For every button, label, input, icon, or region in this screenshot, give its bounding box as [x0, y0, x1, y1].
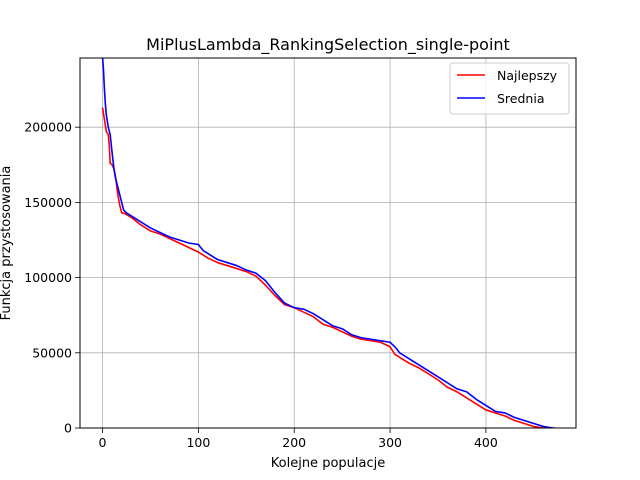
y-axis-label: Funkcja przystosowania: [0, 166, 14, 321]
x-axis-ticks: 0 100 200 300 400: [99, 428, 498, 450]
plot-area: [80, 58, 576, 428]
y-tick-label: 150000: [24, 195, 72, 210]
x-tick-label: 200: [282, 435, 306, 450]
y-tick-label: 200000: [24, 120, 72, 135]
legend-label-najlepszy: Najlepszy: [497, 68, 558, 83]
data-series: [101, 58, 555, 428]
chart-title: MiPlusLambda_RankingSelection_single-poi…: [146, 35, 510, 55]
y-tick-label: 50000: [32, 345, 72, 360]
legend: Najlepszy Srednia: [449, 62, 570, 115]
x-tick-label: 0: [99, 435, 107, 450]
y-axis-ticks: 0 50000 100000 150000 200000: [24, 120, 80, 436]
y-tick-label: 100000: [24, 270, 72, 285]
series-line-najlepszy: [101, 107, 553, 428]
legend-label-srednia: Srednia: [497, 91, 544, 106]
y-tick-label: 0: [64, 421, 72, 436]
x-tick-label: 400: [474, 435, 498, 450]
x-tick-label: 300: [378, 435, 402, 450]
x-tick-label: 100: [186, 435, 210, 450]
x-axis-label: Kolejne populacje: [271, 456, 385, 471]
series-line-srednia: [101, 58, 555, 428]
plot-frame: [79, 57, 577, 429]
